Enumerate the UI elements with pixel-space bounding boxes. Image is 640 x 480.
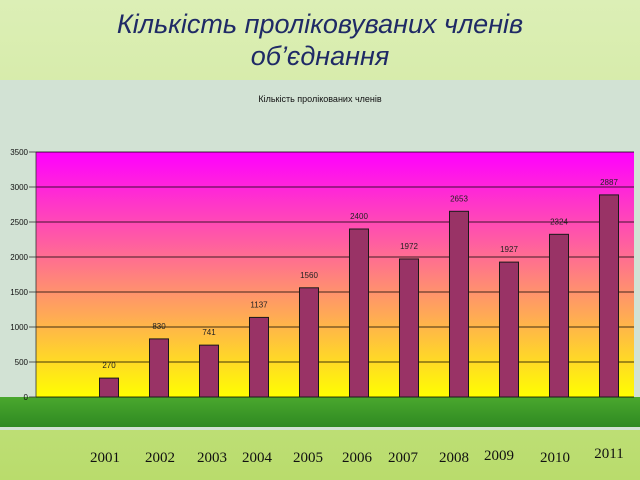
data-label-2008: 2653 bbox=[450, 194, 468, 203]
x-tick-label-2004: 2004 bbox=[242, 450, 273, 466]
data-label-2003: 741 bbox=[202, 328, 216, 337]
x-tick-label-2001: 2001 bbox=[90, 450, 120, 466]
slide-title-line-2: об’єднання bbox=[250, 41, 390, 71]
data-label-2002: 830 bbox=[152, 322, 166, 331]
bar-2001 bbox=[99, 377, 119, 398]
chart-title: Кількість пролікованих членів bbox=[258, 94, 382, 104]
plot-floor bbox=[0, 397, 640, 427]
y-tick-label: 3000 bbox=[10, 183, 28, 192]
bar-2005 bbox=[299, 287, 319, 398]
data-label-2011: 2887 bbox=[600, 178, 618, 187]
x-tick-label-2003: 2003 bbox=[197, 450, 227, 466]
bar-2009 bbox=[499, 261, 519, 398]
y-tick-label: 1500 bbox=[10, 288, 28, 297]
slide-title: Кількість проліковуваних членів об’єднан… bbox=[40, 8, 600, 72]
data-label-2010: 2324 bbox=[550, 217, 568, 226]
y-tick-label: 2000 bbox=[10, 253, 28, 262]
x-axis-labels: 2001 2002 2003 2004 2005 2006 2007 2008 2009 2010… bbox=[90, 446, 624, 466]
x-tick-label-2011: 2011 bbox=[594, 446, 623, 462]
bar-2002 bbox=[149, 338, 169, 398]
bar-2004 bbox=[249, 316, 269, 398]
y-tick-label: 3500 bbox=[10, 148, 28, 157]
bar-2006 bbox=[349, 228, 369, 398]
data-label-2001: 270 bbox=[102, 361, 116, 370]
plot-wall bbox=[36, 152, 634, 397]
bar-2010 bbox=[549, 233, 569, 398]
x-tick-label-2009: 2009 bbox=[484, 448, 514, 464]
bar-2011 bbox=[599, 194, 619, 398]
x-tick-label-2006: 2006 bbox=[342, 450, 373, 466]
x-tick-label-2007: 2007 bbox=[388, 450, 419, 466]
y-tick-label: 1000 bbox=[10, 323, 28, 332]
gridlines bbox=[36, 151, 634, 398]
y-tick-label: 500 bbox=[15, 358, 29, 367]
data-label-2004: 1137 bbox=[250, 300, 268, 309]
x-tick-label-2005: 2005 bbox=[293, 450, 323, 466]
x-tick-label-2008: 2008 bbox=[439, 450, 469, 466]
y-tick-label: 0 bbox=[24, 393, 29, 402]
data-label-2006: 2400 bbox=[350, 212, 368, 221]
bar-2003 bbox=[199, 344, 219, 398]
bar-2008 bbox=[449, 210, 469, 398]
data-label-2007: 1972 bbox=[400, 242, 418, 251]
slide-title-line-1: Кількість проліковуваних членів bbox=[116, 9, 524, 39]
data-label-2005: 1560 bbox=[300, 271, 318, 280]
y-tick-label: 2500 bbox=[10, 218, 28, 227]
y-axis: 0 500 1000 1500 2000 2500 3000 3500 bbox=[10, 148, 37, 402]
bar-2007 bbox=[399, 258, 419, 398]
bars bbox=[99, 194, 619, 398]
data-labels: 270 830 741 1137 1560 2400 1972 2653 1927 2324 288… bbox=[102, 178, 618, 370]
x-tick-label-2002: 2002 bbox=[145, 450, 175, 466]
x-tick-label-2010: 2010 bbox=[540, 450, 570, 466]
data-label-2009: 1927 bbox=[500, 245, 518, 254]
